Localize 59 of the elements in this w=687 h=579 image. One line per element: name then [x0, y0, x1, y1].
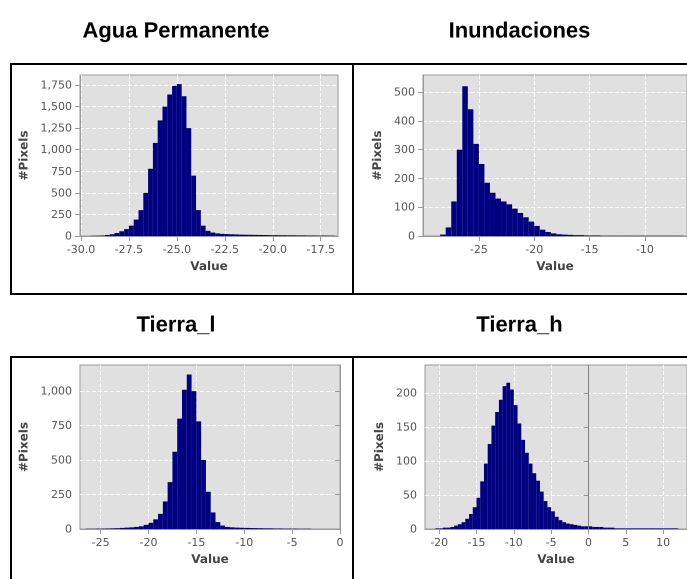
y-tick-label: 500: [394, 85, 415, 98]
y-tick-label: 200: [394, 172, 415, 185]
y-tick-label: 0: [65, 522, 72, 536]
x-tick-label: 10: [656, 536, 670, 549]
x-tick-label: -25: [92, 536, 110, 549]
y-tick-label: 500: [51, 454, 72, 467]
x-axis-title: Value: [536, 259, 574, 273]
y-tick-label: 1,750: [40, 78, 72, 92]
y-tick-label: 750: [51, 164, 72, 178]
x-tick-label: -17.5: [306, 243, 335, 256]
x-tick-label: 5: [622, 536, 630, 549]
y-tick-label: 300: [394, 143, 415, 156]
y-tick-label: 50: [403, 488, 417, 502]
y-tick-label: 1,250: [40, 122, 72, 135]
y-tick-label: 0: [410, 522, 417, 536]
chart-title: Tierra_h: [476, 312, 563, 336]
x-tick-label: -15: [187, 536, 206, 549]
x-tick-label: -5: [286, 536, 298, 549]
x-tick-label: -22.5: [210, 243, 240, 256]
y-tick-label: 200: [396, 386, 417, 400]
y-tick-label: 250: [51, 488, 72, 502]
x-tick-label: -15: [580, 243, 599, 256]
x-tick-label: -27.5: [114, 243, 144, 256]
x-tick-label: 0: [584, 536, 592, 549]
x-tick-label: -25: [470, 243, 488, 256]
x-tick-label: -30.0: [66, 243, 96, 256]
x-tick-label: -25.0: [162, 243, 192, 256]
y-tick-label: 150: [396, 420, 417, 434]
x-tick-label: -10: [235, 536, 254, 549]
y-axis-title: #Pixels: [372, 422, 386, 472]
y-tick-label: 100: [394, 200, 415, 214]
x-axis-title: Value: [537, 552, 575, 566]
y-tick-label: 1,000: [40, 384, 72, 398]
y-tick-label: 400: [394, 114, 415, 128]
x-tick-label: -5: [546, 536, 557, 549]
y-tick-label: 100: [396, 454, 417, 468]
y-tick-label: 0: [65, 230, 72, 242]
y-tick-label: 1,000: [40, 143, 72, 156]
y-tick-label: 250: [51, 208, 72, 221]
y-tick-label: 1,500: [40, 100, 72, 114]
x-tick-label: 0: [336, 536, 344, 549]
chart-title: Inundaciones: [448, 18, 590, 42]
x-axis-title: Value: [190, 259, 228, 273]
y-tick-label: 750: [51, 419, 72, 432]
y-axis-title: #Pixels: [370, 130, 384, 181]
chart-title: Agua Permanente: [82, 18, 270, 42]
x-tick-label: -10: [636, 243, 654, 256]
y-axis-title: #Pixels: [16, 130, 31, 181]
x-tick-label: -20.0: [258, 243, 288, 256]
x-tick-label: -20: [525, 243, 544, 256]
y-tick-label: 0: [408, 230, 415, 242]
y-axis-title: #Pixels: [16, 422, 31, 472]
x-axis-title: Value: [191, 552, 229, 566]
y-tick-label: 500: [51, 186, 72, 200]
x-tick-label: -15: [468, 536, 486, 549]
x-tick-label: -20: [430, 536, 448, 549]
x-tick-label: -20: [139, 536, 158, 549]
chart-title: Tierra_l: [136, 312, 216, 336]
x-tick-label: -10: [504, 536, 523, 549]
